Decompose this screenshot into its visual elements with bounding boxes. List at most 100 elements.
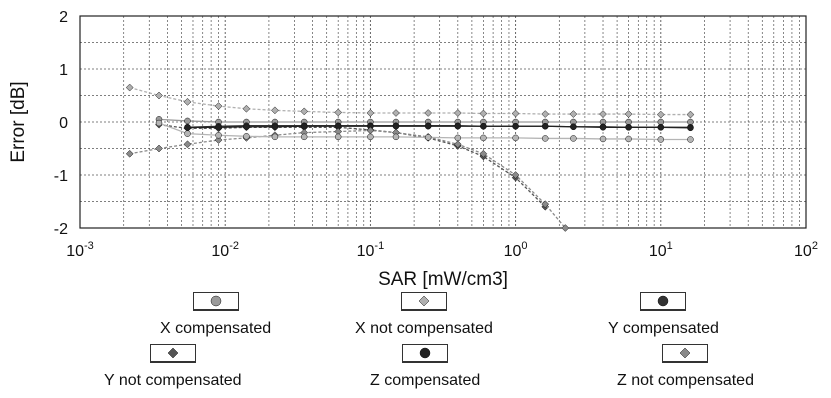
- series-x-not-compensated: [125, 83, 695, 119]
- data-point: [453, 109, 462, 117]
- series-unlabeled-6: [155, 119, 694, 143]
- data-point: [125, 83, 134, 92]
- series-line: [158, 124, 546, 208]
- data-point: [215, 124, 222, 131]
- data-point: [599, 124, 607, 131]
- x-axis-label: SAR [mW/cm3]: [378, 269, 508, 290]
- diamond-marker-icon: [680, 347, 691, 359]
- legend-swatch: [640, 292, 687, 311]
- data-point: [271, 106, 279, 115]
- data-point: [334, 133, 342, 141]
- y-tick-label: 0: [59, 115, 68, 132]
- legend-swatch: [400, 292, 447, 311]
- data-point: [183, 98, 192, 106]
- data-point: [300, 133, 308, 141]
- data-point: [155, 119, 163, 127]
- data-point: [541, 122, 549, 130]
- data-point: [657, 124, 665, 131]
- data-point: [271, 133, 279, 141]
- data-point: [624, 110, 633, 118]
- legend-label: Y compensated: [608, 320, 719, 337]
- series-z-compensated: [184, 122, 694, 132]
- data-point: [561, 224, 570, 232]
- error-vs-sar-chart: 210-1-210-3 10-2 10-1 100 101 102 SAR [mW/cm3…: [8, 9, 818, 290]
- data-point: [599, 110, 607, 118]
- legend-label: Z not compensated: [617, 372, 754, 389]
- data-point: [479, 149, 488, 158]
- legend-label: Y not compensated: [104, 372, 242, 389]
- data-point: [155, 91, 163, 100]
- data-point: [392, 109, 400, 117]
- y-axis-label: Error [dB]: [8, 81, 29, 162]
- plot-frame: [79, 15, 807, 229]
- series-z-not-compensated: [125, 126, 570, 232]
- data-point: [155, 144, 163, 153]
- data-point: [680, 347, 691, 359]
- data-point: [366, 109, 375, 117]
- data-point: [184, 117, 191, 125]
- data-point: [214, 102, 223, 110]
- data-point: [569, 110, 578, 118]
- series-line: [129, 86, 691, 116]
- diamond-marker-icon: [167, 347, 179, 359]
- data-point: [541, 135, 549, 142]
- legend-label: Z compensated: [370, 372, 481, 389]
- data-point: [454, 134, 462, 142]
- data-point: [184, 124, 191, 131]
- data-point: [687, 136, 694, 143]
- data-point: [479, 109, 488, 118]
- data-point: [424, 134, 432, 141]
- circle-marker-icon: [658, 295, 669, 307]
- y-tick-label: 2: [59, 9, 68, 26]
- data-point: [367, 133, 374, 141]
- data-point: [656, 110, 665, 119]
- legend-item: Y compensated: [608, 292, 719, 338]
- legend-label: X not compensated: [355, 320, 493, 337]
- y-tick-label: -2: [54, 221, 68, 238]
- data-point: [512, 134, 519, 142]
- legend-label: X compensated: [160, 320, 272, 337]
- legend-item: X not compensated: [355, 292, 493, 338]
- data-point: [686, 110, 695, 119]
- series-x-compensated: [155, 116, 694, 126]
- series-line: [158, 118, 691, 123]
- data-point: [599, 135, 607, 143]
- data-point: [419, 347, 431, 359]
- legend-item: Y not compensated: [104, 344, 242, 390]
- data-point: [687, 124, 694, 132]
- data-point: [625, 124, 632, 131]
- data-point: [392, 122, 400, 130]
- legend-swatch: [149, 344, 196, 363]
- data-point: [215, 132, 222, 139]
- data-point: [424, 122, 432, 130]
- data-point: [210, 295, 221, 307]
- data-point: [334, 108, 343, 117]
- series-line: [187, 125, 691, 129]
- data-point: [167, 347, 179, 359]
- data-point: [424, 109, 433, 117]
- y-tick-label: -1: [54, 168, 68, 185]
- data-point: [125, 149, 134, 158]
- x-tick-label: 10-2: [211, 240, 239, 260]
- x-tick-label: 100: [504, 240, 528, 260]
- data-point: [243, 123, 250, 131]
- legend-item: Z not compensated: [617, 344, 754, 390]
- data-point: [242, 104, 251, 113]
- data-point: [625, 135, 632, 143]
- tick-labels: 210-1-210-3 10-2 10-1 100 101 102: [54, 9, 818, 260]
- series-line: [129, 129, 566, 229]
- data-point: [184, 130, 191, 137]
- diamond-marker-icon: [418, 295, 430, 307]
- circle-marker-icon: [419, 347, 431, 359]
- data-point: [570, 123, 577, 131]
- data-point: [657, 136, 665, 143]
- data-point: [214, 136, 223, 144]
- legend-swatch: [662, 344, 709, 363]
- data-point: [453, 140, 462, 149]
- data-point: [511, 171, 520, 179]
- data-point: [541, 200, 550, 209]
- data-point: [541, 110, 550, 118]
- data-point: [418, 295, 430, 307]
- series-layer: [125, 83, 695, 232]
- x-tick-label: 10-1: [357, 240, 385, 260]
